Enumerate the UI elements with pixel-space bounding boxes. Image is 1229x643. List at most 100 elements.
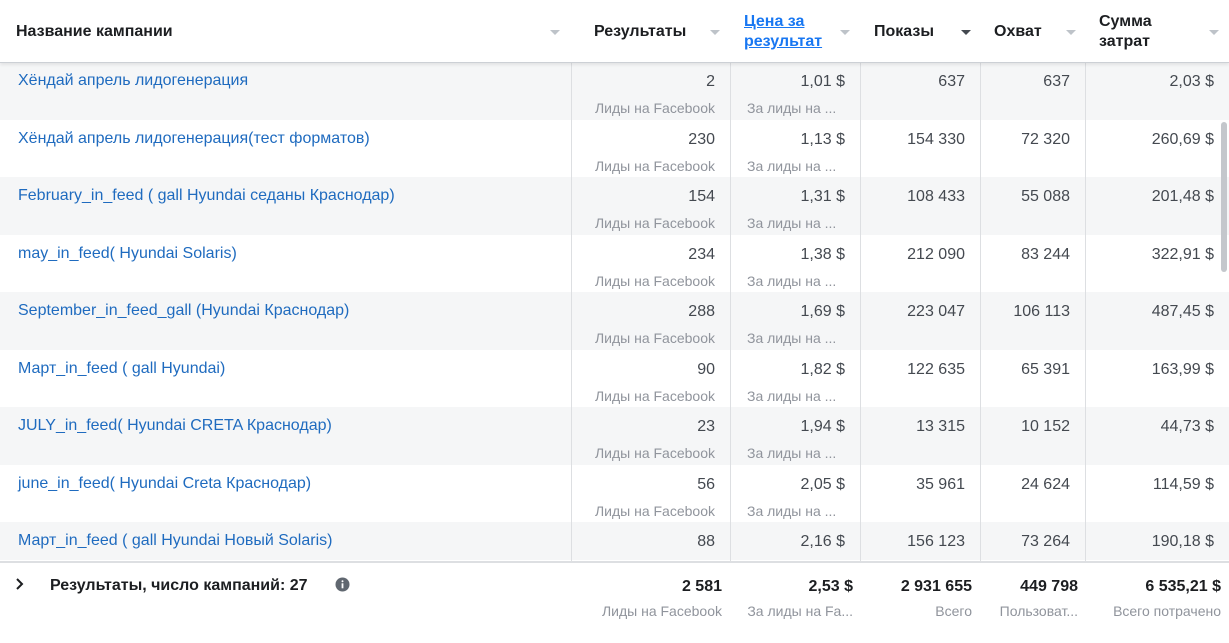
table-row[interactable]: Хёндай апрель лидогенерация(тест формато… [0,120,1229,178]
impressions-value: 637 [938,73,965,90]
results-value: 2 [706,73,715,90]
sort-caret-icon[interactable] [961,30,971,35]
summary-cost-type: За лиды на Fa... [747,603,853,619]
amount-spent-value: 163,99 $ [1151,360,1214,378]
campaign-name-link[interactable]: Хёндай апрель лидогенерация [18,72,249,89]
summary-spent-type: Всего потрачено [1113,603,1221,619]
column-header-results[interactable]: Результаты [571,0,730,62]
impressions-value: 122 635 [907,360,965,378]
sort-caret-icon[interactable] [710,30,720,35]
reach-value: 83 244 [1021,245,1070,263]
cost-per-result-value: 1,01 $ [800,73,845,90]
campaign-name-link[interactable]: JULY_in_feed( Hyundai CRETA Краснодар) [18,417,332,434]
amount-spent-value: 190,18 $ [1151,533,1214,550]
table-row[interactable]: june_in_feed( Hyundai Creta Краснодар) 5… [0,465,1229,523]
cost-per-result-value: 2,16 $ [800,533,845,550]
column-header-reach[interactable]: Охват [980,0,1085,62]
vertical-scrollbar[interactable] [1221,122,1227,272]
column-divider [730,0,731,641]
summary-row: Результаты, число кампаний: 27 2 581 Лид… [0,561,1229,643]
column-header-label-line2: затрат [1099,33,1150,50]
campaign-name-link[interactable]: Хёндай апрель лидогенерация(тест формато… [18,129,370,147]
table-row[interactable]: JULY_in_feed( Hyundai CRETA Краснодар) 2… [0,407,1229,465]
sort-caret-icon[interactable] [1066,30,1076,35]
table-row[interactable]: February_in_feed ( gall Hyundai седаны К… [0,177,1229,235]
results-type: Лиды на Facebook [594,387,715,404]
impressions-value: 13 315 [916,418,965,435]
sort-caret-icon[interactable] [550,30,560,35]
summary-impressions-type: Всего [935,603,972,619]
results-value: 230 [688,130,715,148]
table-row[interactable]: September_in_feed_gall (Hyundai Краснода… [0,292,1229,350]
amount-spent-value: 322,91 $ [1151,245,1214,263]
table-row[interactable]: Хёндай апрель лидогенерация 2 Лиды на Fa… [0,62,1229,120]
reach-value: 24 624 [1021,475,1070,493]
summary-label: Результаты, число кампаний: 27 [50,577,308,594]
campaign-name-link[interactable]: Март_in_feed ( gall Hyundai) [18,359,226,377]
amount-spent-value: 260,69 $ [1151,130,1214,148]
results-value: 88 [697,533,715,550]
column-header-label-line1: Цена за [744,13,805,30]
cost-per-result-type: За лиды на ... [747,445,837,461]
summary-spent-value: 6 535,21 $ [1145,578,1221,595]
cost-per-result-value: 1,94 $ [800,418,845,435]
cost-per-result-value: 1,13 $ [800,130,845,148]
results-type: Лиды на Facebook [594,215,715,231]
amount-spent-value: 2,03 $ [1169,73,1214,90]
cost-per-result-value: 1,38 $ [800,245,845,263]
campaign-name-link[interactable]: may_in_feed( Hyundai Solaris) [18,244,237,262]
cost-per-result-type: За лиды на ... [747,215,837,231]
cost-per-result-type: За лиды на ... [747,387,837,404]
reach-value: 637 [1043,73,1070,90]
column-header-impressions[interactable]: Показы [860,0,980,62]
summary-cost-value: 2,53 $ [808,578,853,595]
impressions-value: 212 090 [907,245,965,263]
sort-caret-icon[interactable] [840,30,850,35]
expand-summary-icon[interactable] [14,576,26,597]
column-header-label: Показы [874,23,934,40]
reach-value: 55 088 [1021,188,1070,205]
campaign-name-link[interactable]: june_in_feed( Hyundai Creta Краснодар) [18,474,312,492]
summary-results-type: Лиды на Facebook [601,603,722,619]
impressions-value: 35 961 [916,475,965,493]
campaign-name-link[interactable]: February_in_feed ( gall Hyundai седаны К… [18,187,395,204]
reach-value: 106 113 [1013,303,1070,320]
cost-per-result-type: За лиды на ... [747,272,837,289]
impressions-value: 108 433 [907,188,965,205]
column-divider [1085,0,1086,641]
column-header-label-line2: результат [744,33,823,50]
column-header-amount-spent[interactable]: Сумма затрат [1085,0,1229,62]
table-header: Название кампании Результаты Цена за рез… [0,0,1229,63]
results-type: Лиды на Facebook [594,330,715,346]
table-row[interactable]: may_in_feed( Hyundai Solaris) 234 Лиды н… [0,235,1229,293]
results-value: 234 [688,245,715,263]
results-value: 56 [697,475,715,493]
campaign-name-link[interactable]: Март_in_feed ( gall Hyundai Новый Solari… [18,532,333,549]
impressions-value: 154 330 [907,130,965,148]
results-type: Лиды на Facebook [594,100,715,116]
column-header-label: Результаты [594,23,687,40]
campaign-name-link[interactable]: September_in_feed_gall (Hyundai Краснода… [18,302,350,319]
column-divider [980,0,981,641]
column-header-campaign-name[interactable]: Название кампании [0,0,571,62]
info-icon[interactable] [335,577,350,597]
summary-reach-value: 449 798 [1020,578,1078,595]
cost-per-result-type: За лиды на ... [747,100,837,116]
results-value: 288 [688,303,715,320]
amount-spent-value: 44,73 $ [1160,418,1214,435]
column-header-cost-per-result[interactable]: Цена за результат [730,0,860,62]
cost-per-result-value: 1,31 $ [800,188,845,205]
reach-value: 72 320 [1021,130,1070,148]
results-type: Лиды на Facebook [594,272,715,289]
column-divider [571,0,572,641]
table-row[interactable]: Март_in_feed ( gall Hyundai Новый Solari… [0,522,1229,560]
sort-caret-icon[interactable] [1209,30,1219,35]
results-value: 23 [697,418,715,435]
amount-spent-value: 487,45 $ [1151,303,1214,320]
column-header-label: Охват [994,23,1042,40]
results-type: Лиды на Facebook [594,445,715,461]
table-row[interactable]: Март_in_feed ( gall Hyundai) 90 Лиды на … [0,350,1229,408]
reach-value: 73 264 [1021,533,1070,550]
cost-per-result-type: За лиды на ... [747,502,837,519]
